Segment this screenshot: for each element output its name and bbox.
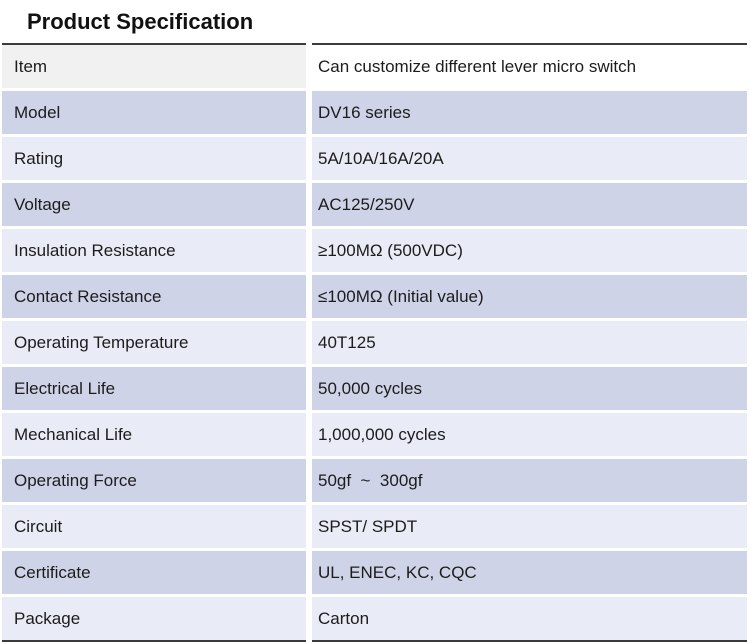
spec-value-rating: 5A/10A/16A/20A	[312, 137, 747, 180]
spec-value-mechanical-life: 1,000,000 cycles	[312, 413, 747, 456]
page-title: Product Specification	[27, 9, 254, 34]
spec-value-insulation-resistance: ≥100MΩ (500VDC)	[312, 229, 747, 272]
spec-value-circuit: SPST/ SPDT	[312, 505, 747, 548]
spec-value-package: Carton	[312, 597, 747, 642]
spec-label-operating-temperature: Operating Temperature	[2, 321, 306, 364]
spec-value-item: Can customize different lever micro swit…	[312, 43, 747, 88]
spec-label-voltage: Voltage	[2, 183, 306, 226]
product-spec-page: Product Specification Item Can customize …	[0, 9, 754, 644]
spec-value-contact-resistance: ≤100MΩ (Initial value)	[312, 275, 747, 318]
spec-label-rating: Rating	[2, 137, 306, 180]
spec-label-certificate: Certificate	[2, 551, 306, 594]
spec-value-operating-temperature: 40T125	[312, 321, 747, 364]
spec-value-electrical-life: 50,000 cycles	[312, 367, 747, 410]
spec-value-operating-force: 50gf ~ 300gf	[312, 459, 747, 502]
spec-label-insulation-resistance: Insulation Resistance	[2, 229, 306, 272]
spec-label-contact-resistance: Contact Resistance	[2, 275, 306, 318]
spec-value-certificate: UL, ENEC, KC, CQC	[312, 551, 747, 594]
spec-label-item: Item	[2, 43, 306, 88]
spec-label-electrical-life: Electrical Life	[2, 367, 306, 410]
spec-label-package: Package	[2, 597, 306, 642]
spec-value-voltage: AC125/250V	[312, 183, 747, 226]
spec-label-model: Model	[2, 91, 306, 134]
spec-label-operating-force: Operating Force	[2, 459, 306, 502]
spec-label-circuit: Circuit	[2, 505, 306, 548]
spec-value-model: DV16 series	[312, 91, 747, 134]
spec-label-mechanical-life: Mechanical Life	[2, 413, 306, 456]
spec-table: Item Can customize different lever micro …	[2, 43, 747, 642]
